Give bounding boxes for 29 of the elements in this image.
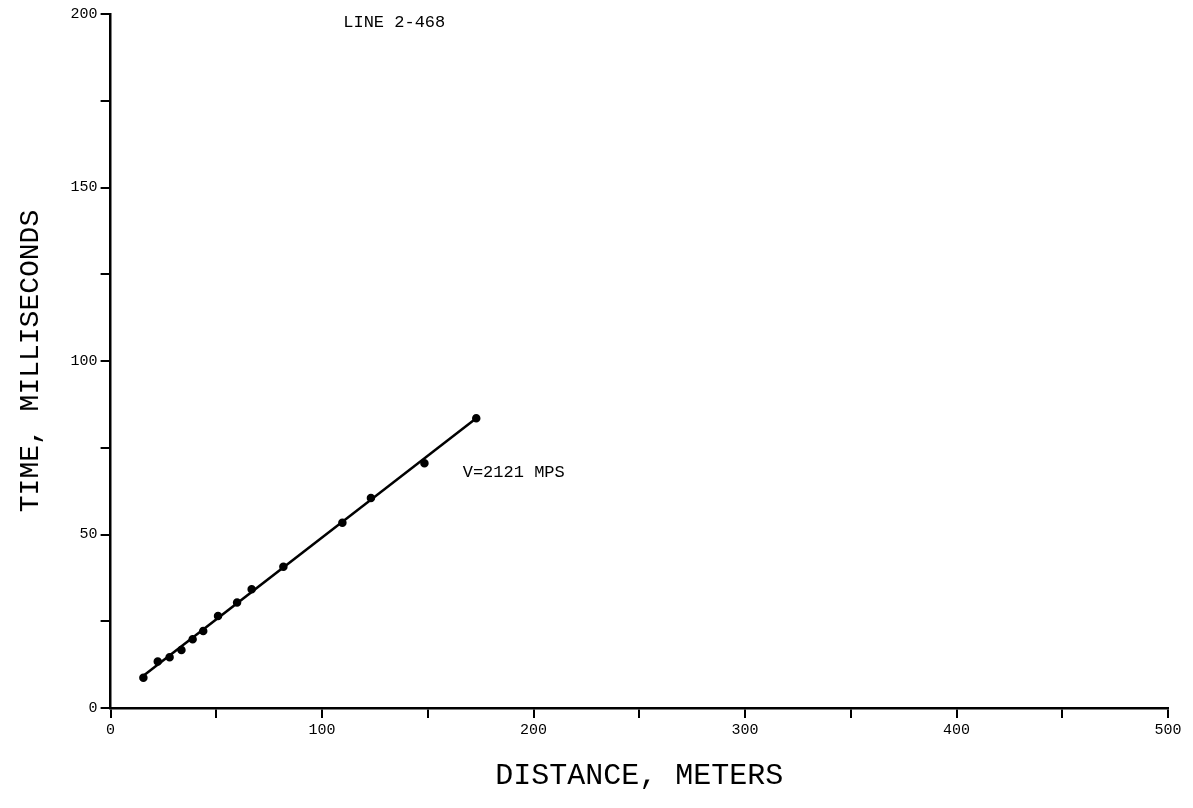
y-tick-label: 100	[70, 352, 98, 370]
point	[279, 562, 288, 572]
x-tick-label: 300	[731, 721, 759, 739]
y-axis-title: TIME, MILLISECONDS	[15, 209, 47, 513]
y-tick-label: 200	[70, 5, 98, 23]
x-tick-label: 500	[1154, 721, 1182, 739]
point	[139, 673, 148, 683]
chart-title: LINE 2-468	[343, 12, 446, 32]
point	[165, 653, 174, 662]
point	[198, 626, 208, 636]
point	[420, 459, 429, 468]
point	[247, 585, 256, 594]
point	[338, 518, 347, 527]
point	[472, 414, 481, 423]
y-tick-label: 0	[88, 699, 98, 717]
x-tick-label: 200	[520, 721, 548, 739]
x-tick-label: 0	[106, 721, 116, 739]
point	[232, 598, 242, 607]
y-tick-label: 150	[70, 179, 98, 197]
x-tick-label: 100	[308, 721, 336, 739]
x-tick-label: 400	[943, 721, 971, 739]
point	[153, 657, 163, 666]
point	[188, 635, 197, 644]
y-tick-label: 50	[79, 526, 98, 544]
point	[177, 645, 186, 655]
x-axis-title: DISTANCE, METERS	[495, 758, 784, 793]
annotation: V=2121 MPS	[462, 462, 565, 482]
point	[366, 493, 376, 503]
point	[213, 611, 223, 621]
